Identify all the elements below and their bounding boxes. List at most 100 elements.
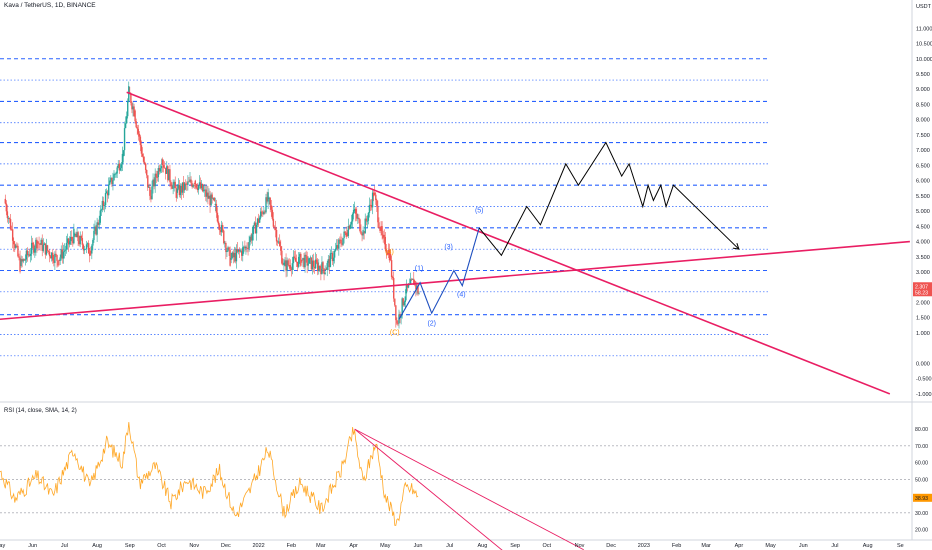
candle-body [222, 225, 224, 231]
candle-body [147, 175, 149, 188]
candle-body [310, 257, 313, 270]
candle-body [315, 259, 318, 263]
time-tick-label: Jun [799, 543, 808, 549]
candle-body [148, 187, 150, 188]
candle-body [362, 230, 364, 236]
candle-body [224, 242, 226, 244]
candle-body [304, 254, 306, 268]
candle-body [264, 211, 266, 213]
candle-body [168, 169, 170, 181]
candle-body [149, 187, 151, 196]
candle-body [41, 239, 43, 251]
candle-body [394, 298, 396, 306]
price-tick-label: 6.000 [916, 179, 930, 185]
candle-body [409, 279, 412, 284]
candle-body [177, 184, 180, 189]
candle-body [384, 236, 386, 250]
price-tick-label: 1.500 [916, 316, 930, 322]
candle-body [108, 184, 110, 196]
candle-body [110, 177, 112, 181]
candle-body [111, 177, 113, 185]
candle-body [288, 264, 290, 266]
candle-body [245, 246, 247, 249]
candle-body [155, 173, 157, 178]
candle-body [227, 247, 229, 251]
wave-label: (1) [415, 266, 424, 273]
candle-body [293, 256, 296, 258]
candle-body [81, 238, 84, 245]
candle-body [181, 182, 184, 193]
candle-body [277, 241, 280, 243]
candle-body [21, 259, 23, 262]
candle-body [267, 192, 269, 202]
candle-body [379, 227, 381, 231]
candle-body [178, 184, 181, 196]
candle-body [415, 282, 417, 290]
candle-body [45, 245, 48, 255]
time-tick-label: 2022 [252, 543, 264, 549]
candle-body [27, 254, 30, 256]
candle-body [336, 245, 338, 249]
candle-body [251, 234, 253, 241]
candle-body [219, 230, 222, 233]
candle-body [263, 211, 265, 215]
candle-body [343, 231, 345, 239]
candle-body [153, 179, 155, 187]
time-tick-label: Dec [606, 543, 616, 549]
candle-body [68, 241, 71, 245]
candle-body [255, 224, 258, 234]
candle-body [98, 222, 100, 225]
rsi-title: RSI (14, close, SMA, 14, 2) [4, 408, 77, 414]
candle-body [303, 257, 305, 268]
candle-body [291, 263, 294, 270]
candle-body [212, 197, 214, 199]
candle-body [307, 263, 309, 266]
candle-body [302, 257, 304, 261]
candle-body [213, 197, 215, 201]
candle-body [105, 191, 108, 194]
candle-body [182, 182, 185, 191]
candle-body [298, 256, 300, 267]
candle-body [332, 257, 335, 262]
candle-body [43, 243, 46, 245]
candle-body [306, 256, 308, 266]
candle-body [344, 231, 346, 234]
candle-body [346, 232, 348, 236]
candle-body [403, 301, 405, 306]
candle-body [214, 203, 217, 205]
candle-body [24, 259, 27, 261]
candle-body [47, 250, 50, 252]
candle-body [15, 245, 17, 248]
candle-body [58, 259, 60, 261]
price-tick-label: 4.000 [916, 240, 930, 246]
candle-body [146, 169, 148, 176]
candle-body [121, 153, 124, 165]
candle-body [187, 181, 189, 185]
candle-body [296, 261, 299, 267]
candle-body [358, 217, 360, 220]
candle-body [225, 242, 227, 253]
candle-body [232, 252, 234, 258]
candle-body [63, 250, 66, 252]
price-tick-label: 0.000 [916, 361, 930, 367]
candle-body [77, 232, 79, 242]
candle-body [89, 253, 91, 256]
candle-body [273, 226, 276, 228]
candle-body [94, 226, 96, 231]
candle-body [19, 257, 21, 272]
candle-body [308, 258, 310, 264]
candle-body [236, 249, 239, 252]
candle-body [348, 226, 351, 229]
time-tick-label: Jun [28, 543, 37, 549]
candle-body [350, 221, 353, 225]
candle-body [338, 239, 340, 249]
candle-body [53, 260, 55, 263]
candle-body [120, 164, 123, 168]
candle-body [353, 208, 356, 212]
candle-body [230, 257, 232, 260]
candle-body [87, 243, 90, 254]
price-tick-label: 9.500 [916, 72, 930, 78]
candle-body [311, 260, 314, 270]
candle-body [8, 218, 11, 220]
candle-body [80, 235, 82, 239]
